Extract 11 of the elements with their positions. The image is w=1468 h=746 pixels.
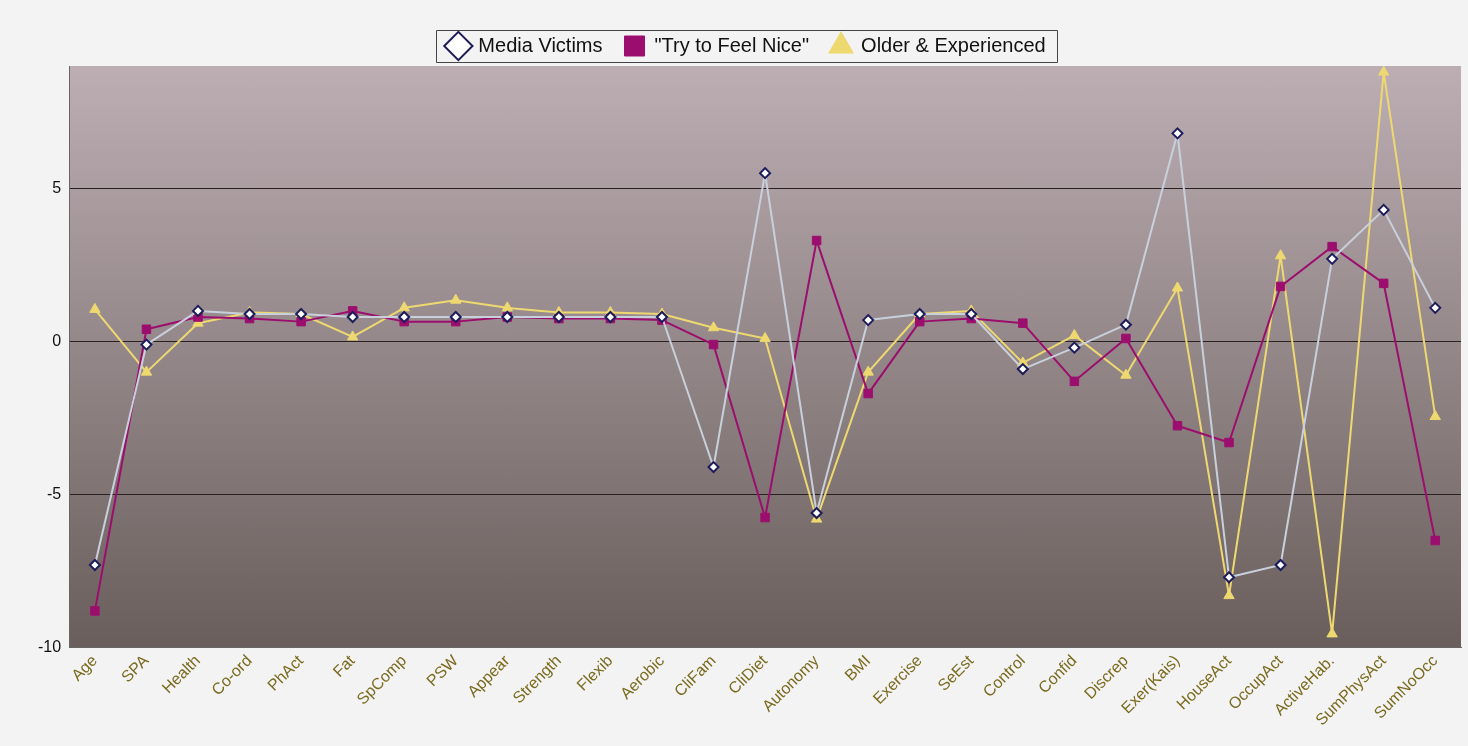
legend-label: Older & Experienced	[861, 33, 1046, 56]
y-tick-label: -5	[46, 485, 62, 502]
x-tick-label: Fat	[329, 651, 359, 681]
x-tick-label: SPA	[117, 651, 152, 686]
y-tick-label: 5	[52, 178, 62, 196]
legend-label: "Try to Feel Nice"	[654, 33, 810, 56]
legend-label: Media Victims	[478, 33, 603, 56]
y-tick-label: 0	[52, 331, 62, 349]
x-tick-label: BMI	[841, 651, 874, 684]
x-tick-label: Age	[67, 651, 101, 684]
y-tick-label: -10	[38, 638, 62, 656]
